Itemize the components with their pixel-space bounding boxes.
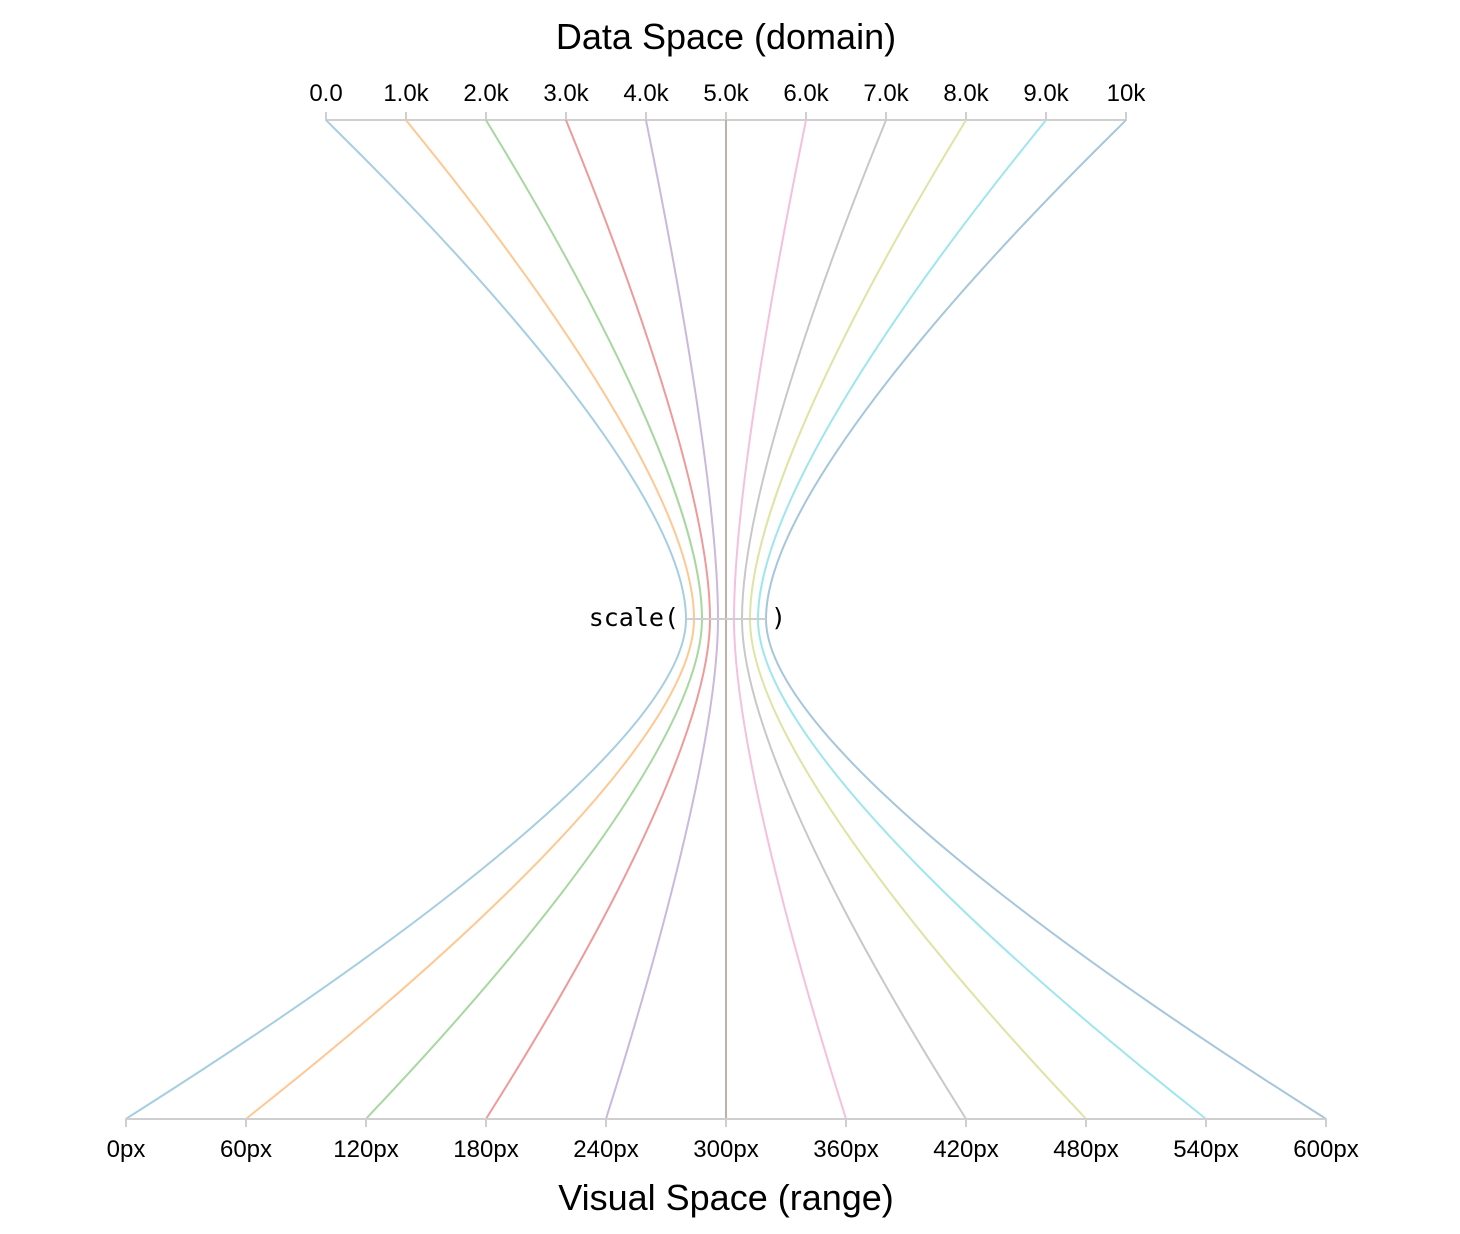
range-tick-label: 420px	[933, 1136, 998, 1163]
domain-tick-label: 1.0k	[383, 80, 429, 107]
range-tick-label: 120px	[333, 1136, 398, 1163]
range-tick-label: 0px	[107, 1136, 146, 1163]
range-tick-label: 540px	[1173, 1136, 1238, 1163]
range-tick-label: 480px	[1053, 1136, 1118, 1163]
domain-tick-label: 2.0k	[463, 80, 509, 107]
domain-tick-label: 7.0k	[863, 80, 909, 107]
range-axis-title: Visual Space (range)	[558, 1177, 894, 1218]
domain-axis-ticks: 0.0 1.0k 2.0k 3.0k 4.0k 5.0k 6.0k 7.0k 8.0k 9.0k 1…	[309, 80, 1146, 120]
range-tick-label: 300px	[693, 1136, 758, 1163]
domain-tick-label: 0.0	[309, 80, 342, 107]
domain-tick-label: 4.0k	[623, 80, 669, 107]
domain-tick-label: 9.0k	[1023, 80, 1069, 107]
range-axis: 0px 60px 120px 180px 240px 300px 360px 420px 480…	[107, 1118, 1359, 1163]
mapping-curve	[125, 119, 688, 1120]
scale-function-box: scale( )	[589, 603, 786, 632]
domain-axis: 0.0 1.0k 2.0k 3.0k 4.0k 5.0k 6.0k 7.0k 8.0k 9.0k 1…	[309, 80, 1146, 121]
scale-close-label: )	[771, 603, 786, 632]
scale-open-label: scale(	[589, 603, 679, 632]
domain-tick-label: 3.0k	[543, 80, 589, 107]
mapping-curve	[764, 119, 1327, 1120]
range-tick-label: 180px	[453, 1136, 518, 1163]
range-tick-label: 240px	[573, 1136, 638, 1163]
range-tick-label: 360px	[813, 1136, 878, 1163]
domain-tick-label: 8.0k	[943, 80, 989, 107]
domain-tick-label: 10k	[1107, 80, 1147, 107]
range-axis-ticks: 0px 60px 120px 180px 240px 300px 360px 420px 480…	[107, 1119, 1359, 1163]
range-tick-label: 600px	[1293, 1136, 1358, 1163]
range-tick-label: 60px	[220, 1136, 272, 1163]
domain-tick-label: 6.0k	[783, 80, 829, 107]
domain-tick-label: 5.0k	[703, 80, 749, 107]
domain-axis-title: Data Space (domain)	[556, 16, 896, 57]
